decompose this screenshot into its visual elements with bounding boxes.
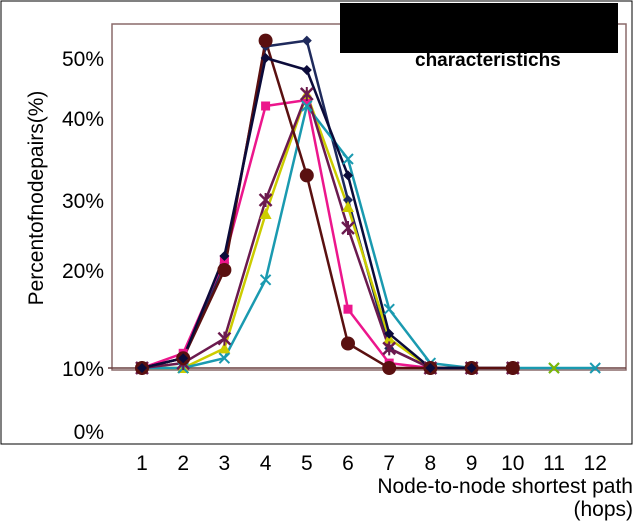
series-line — [141, 98, 472, 370]
series-line — [142, 104, 596, 370]
x-tick-label: 8 — [425, 452, 437, 475]
chart-area-border — [0, 0, 633, 445]
data-point-marker — [342, 201, 354, 212]
chart-title: characteristichs — [415, 50, 561, 71]
data-point-marker — [299, 87, 314, 101]
data-point-marker — [466, 363, 477, 373]
y-tick-label: 10% — [62, 358, 104, 381]
x-tick-label: 6 — [342, 452, 354, 475]
data-point-marker — [341, 221, 355, 235]
data-point-marker — [218, 352, 231, 364]
data-point-marker — [299, 168, 314, 183]
data-point-marker — [505, 361, 520, 375]
data-point-marker — [343, 304, 353, 314]
data-point-marker — [383, 303, 395, 315]
x-tick-label: 7 — [383, 452, 395, 475]
data-point-marker — [341, 336, 355, 351]
data-point-marker — [137, 363, 147, 373]
data-point-marker — [342, 153, 354, 165]
data-point-marker — [217, 331, 232, 346]
data-point-marker — [343, 195, 353, 205]
y-tick-label: 20% — [62, 260, 104, 283]
data-point-marker — [301, 35, 312, 46]
x-tick-label: 10 — [501, 452, 524, 475]
x-tick-label: 12 — [584, 452, 607, 475]
data-point-marker — [425, 363, 436, 373]
x-tick-label: 4 — [260, 452, 272, 475]
y-tick-label: 0% — [74, 421, 104, 444]
data-point-marker — [343, 170, 353, 181]
series-line — [142, 92, 472, 370]
data-point-marker — [589, 362, 601, 374]
data-point-marker — [218, 342, 231, 354]
data-point-marker — [384, 328, 395, 339]
data-point-marker — [382, 341, 397, 356]
data-point-marker — [548, 362, 560, 374]
x-axis-title-line-2: (hops) — [573, 498, 633, 521]
data-point-marker — [217, 263, 232, 277]
data-point-marker — [382, 361, 397, 375]
y-tick-label: 30% — [62, 190, 104, 213]
y-tick-label: 50% — [62, 48, 104, 71]
x-tick-label: 11 — [543, 452, 565, 475]
x-tick-label: 3 — [219, 452, 231, 475]
x-tick-label: 9 — [466, 452, 478, 475]
data-point-marker — [301, 65, 312, 75]
data-point-marker — [301, 100, 313, 112]
x-tick-label: 5 — [301, 452, 313, 475]
x-tick-label: 1 — [136, 452, 148, 475]
data-point-marker — [259, 208, 272, 219]
data-point-marker — [258, 33, 273, 48]
legend-redaction-box — [340, 3, 618, 53]
x-tick-label: 2 — [177, 452, 189, 475]
data-point-marker — [258, 193, 273, 207]
data-point-marker — [261, 101, 271, 111]
data-point-marker — [259, 274, 272, 286]
data-point-marker — [178, 353, 189, 364]
x-axis-title-line-1: Node-to-node shortest path — [377, 475, 633, 498]
y-tick-label: 40% — [62, 108, 104, 131]
y-axis-title: Percentofnodepairs(%) — [25, 91, 48, 306]
data-point-marker — [260, 53, 271, 63]
plot-area-frame — [111, 23, 627, 371]
data-point-marker — [219, 251, 230, 261]
